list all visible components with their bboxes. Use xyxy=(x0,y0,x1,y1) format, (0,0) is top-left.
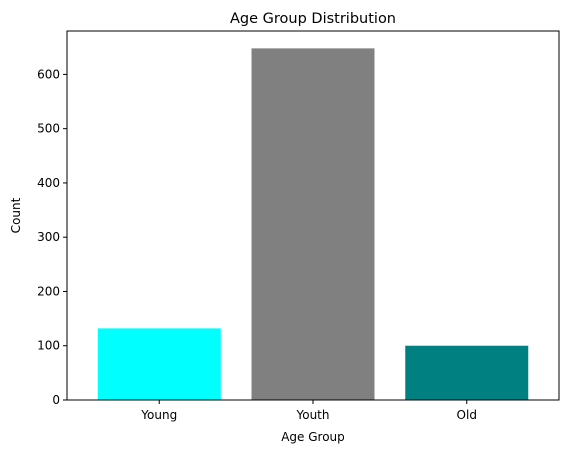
y-axis-label: Count xyxy=(9,197,23,233)
y-tick-label: 500 xyxy=(37,122,60,136)
x-tick-label-youth: Youth xyxy=(296,408,330,422)
bar-youth xyxy=(251,48,375,400)
bars-group xyxy=(97,48,529,400)
y-axis-ticks: 0 100 200 300 400 500 600 xyxy=(37,67,67,407)
y-tick-label: 0 xyxy=(52,393,60,407)
y-tick-label: 100 xyxy=(37,339,60,353)
x-axis-label: Age Group xyxy=(281,430,345,444)
y-tick-label: 200 xyxy=(37,284,60,298)
bar-old xyxy=(405,345,529,400)
plot-frame xyxy=(66,30,560,401)
y-tick-label: 600 xyxy=(37,67,60,81)
y-tick-label: 400 xyxy=(37,176,60,190)
x-axis-ticks: Young Youth Old xyxy=(140,400,477,422)
chart-title: Age Group Distribution xyxy=(230,11,396,27)
bar-young xyxy=(97,328,221,400)
x-tick-label-old: Old xyxy=(457,408,477,422)
y-tick-label: 300 xyxy=(37,230,60,244)
x-tick-label-young: Young xyxy=(140,408,177,422)
